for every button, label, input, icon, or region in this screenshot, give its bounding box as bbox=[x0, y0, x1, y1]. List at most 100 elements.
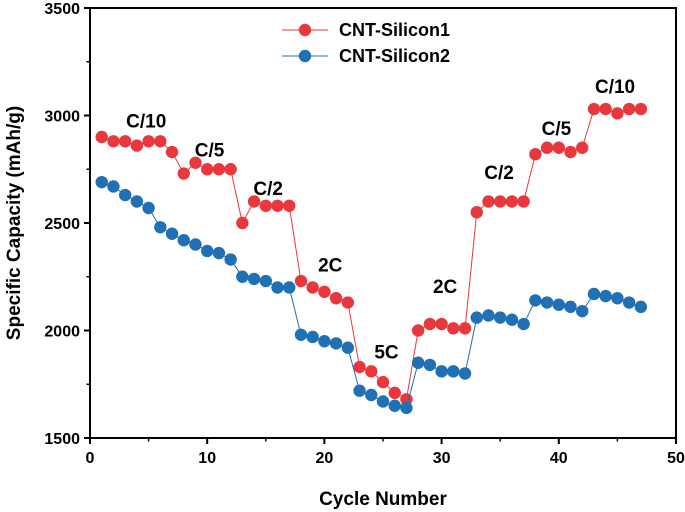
data-point bbox=[95, 175, 108, 189]
series-CNT-Silicon2 bbox=[95, 175, 648, 415]
y-tick-label-2000: 2000 bbox=[44, 324, 80, 341]
data-point bbox=[283, 199, 296, 212]
data-point bbox=[494, 311, 507, 324]
data-point bbox=[435, 365, 448, 378]
data-point bbox=[353, 384, 366, 397]
data-point bbox=[482, 195, 495, 208]
data-point bbox=[118, 135, 132, 148]
plot-area bbox=[89, 7, 677, 439]
plot-frame bbox=[89, 7, 677, 439]
data-point bbox=[482, 309, 495, 322]
x-tick-label-10: 10 bbox=[198, 450, 216, 467]
legend-label-CNT-Silicon2: CNT-Silicon2 bbox=[339, 46, 450, 66]
data-point bbox=[400, 401, 413, 415]
data-point bbox=[576, 304, 589, 318]
data-point bbox=[189, 156, 202, 169]
series-CNT-Silicon1 bbox=[95, 102, 648, 406]
legend-marker-CNT-Silicon1 bbox=[298, 23, 312, 37]
data-point bbox=[529, 294, 542, 307]
data-point bbox=[318, 335, 331, 348]
data-point bbox=[611, 107, 624, 120]
data-point bbox=[505, 195, 519, 208]
data-point bbox=[107, 135, 120, 148]
legend-label-CNT-Silicon1: CNT-Silicon1 bbox=[339, 20, 450, 40]
data-point bbox=[318, 285, 331, 298]
data-point bbox=[470, 311, 483, 324]
data-point bbox=[458, 367, 472, 380]
data-point bbox=[224, 163, 237, 176]
data-point bbox=[224, 253, 237, 266]
data-point bbox=[142, 135, 155, 148]
data-point bbox=[271, 281, 284, 294]
data-point bbox=[540, 296, 554, 309]
y-tick-label-2500: 2500 bbox=[44, 216, 80, 233]
rate-label: C/5 bbox=[195, 140, 225, 161]
data-point bbox=[611, 292, 624, 305]
rate-label: C/2 bbox=[484, 163, 514, 184]
data-point bbox=[447, 365, 460, 378]
axes: 0 10 20 30 40 50 1500 2000 2500 3000 3500 Cycle Num… bbox=[4, 1, 685, 510]
data-point bbox=[329, 292, 343, 305]
data-point bbox=[236, 216, 249, 230]
data-point bbox=[634, 300, 648, 314]
data-point bbox=[599, 102, 612, 116]
data-point bbox=[165, 227, 179, 240]
data-point bbox=[388, 386, 401, 400]
data-point bbox=[177, 167, 190, 180]
data-point bbox=[564, 300, 577, 314]
data-point bbox=[529, 148, 542, 161]
rate-label: C/2 bbox=[253, 179, 283, 200]
data-point bbox=[189, 238, 202, 251]
rate-annotations: C/10 C/5 C/2 2C 5C 2C C/2 C/5 C/10 bbox=[126, 77, 635, 364]
y-axis-title: Specific Capacity (mAh/g) bbox=[4, 106, 25, 340]
data-point bbox=[306, 330, 319, 344]
data-point bbox=[329, 337, 343, 350]
data-point bbox=[411, 324, 425, 337]
data-point bbox=[212, 163, 226, 176]
data-point bbox=[622, 296, 636, 309]
data-point bbox=[494, 195, 507, 208]
x-tick-label-30: 30 bbox=[433, 450, 451, 467]
data-point bbox=[165, 145, 179, 159]
legend-marker-CNT-Silicon2 bbox=[298, 49, 312, 63]
y-tick-label-3000: 3000 bbox=[44, 109, 80, 126]
data-point bbox=[177, 234, 190, 247]
x-tick-label-0: 0 bbox=[86, 450, 95, 467]
data-point bbox=[552, 141, 565, 154]
legend: CNT-Silicon1 CNT-Silicon2 bbox=[282, 20, 450, 66]
data-point bbox=[423, 358, 437, 372]
x-tick-label-40: 40 bbox=[550, 450, 568, 467]
data-point bbox=[247, 195, 261, 208]
data-point bbox=[587, 287, 601, 301]
data-point bbox=[447, 322, 460, 335]
rate-label: C/10 bbox=[126, 111, 166, 132]
data-point bbox=[154, 135, 167, 148]
data-point bbox=[142, 201, 155, 215]
data-point bbox=[540, 141, 554, 154]
data-point bbox=[271, 199, 284, 212]
data-point bbox=[95, 130, 108, 144]
rate-label: C/10 bbox=[595, 77, 635, 98]
data-point bbox=[517, 195, 530, 208]
rate-label: 2C bbox=[433, 277, 458, 298]
data-point bbox=[365, 388, 378, 402]
data-point bbox=[435, 317, 448, 331]
data-point bbox=[599, 289, 612, 303]
data-point bbox=[212, 246, 226, 260]
data-point bbox=[118, 188, 132, 202]
rate-label: C/5 bbox=[542, 119, 572, 140]
data-point bbox=[587, 102, 601, 116]
data-point bbox=[411, 356, 425, 369]
data-point bbox=[388, 399, 401, 412]
data-point bbox=[552, 298, 565, 311]
x-tick-label-20: 20 bbox=[316, 450, 334, 467]
data-point bbox=[634, 102, 648, 116]
rate-label: 5C bbox=[374, 342, 399, 363]
data-point bbox=[341, 341, 355, 354]
data-point bbox=[353, 360, 366, 374]
data-series bbox=[95, 102, 648, 415]
data-point bbox=[564, 145, 577, 159]
data-point bbox=[505, 313, 519, 326]
data-point bbox=[201, 163, 214, 176]
